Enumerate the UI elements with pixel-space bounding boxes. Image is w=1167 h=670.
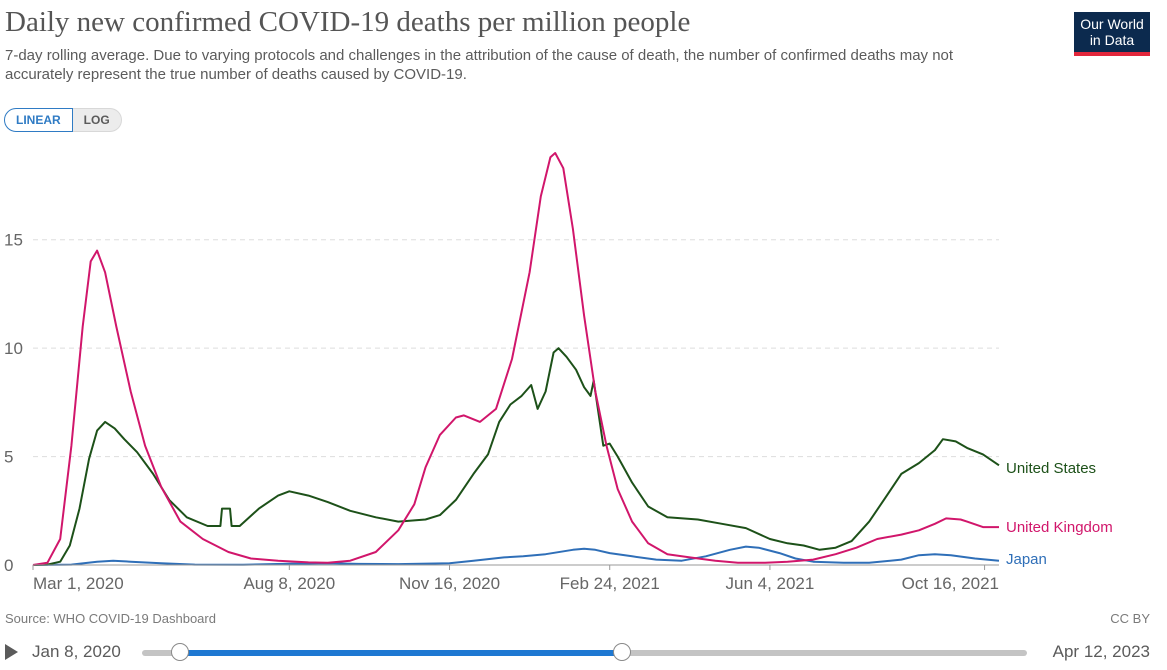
logo-line-1: Our World bbox=[1080, 16, 1144, 32]
timeline-end-label: Apr 12, 2023 bbox=[1052, 642, 1150, 661]
timeline-end-handle[interactable] bbox=[613, 643, 631, 661]
axes: 0 5 10 15 Mar 1, 2020 Aug 8, 2020 Nov 16, 2020… bbox=[4, 231, 999, 593]
series-line-united-kingdom[interactable] bbox=[32, 152, 999, 566]
source-note: Source: WHO COVID-19 Dashboard bbox=[5, 611, 216, 626]
license-link[interactable]: CC BY bbox=[1110, 611, 1150, 626]
owid-logo[interactable]: Our World in Data bbox=[1074, 12, 1150, 56]
x-tick-label: Nov 16, 2020 bbox=[399, 574, 500, 593]
chart-title: Daily new confirmed COVID-19 deaths per … bbox=[5, 6, 691, 38]
series-label-united-kingdom[interactable]: United Kingdom bbox=[1006, 519, 1113, 536]
x-tick-label: Mar 1, 2020 bbox=[33, 574, 124, 593]
line-chart: 0 5 10 15 Mar 1, 2020 Aug 8, 2020 Nov 16, 2020… bbox=[4, 152, 1113, 593]
linear-scale-button[interactable]: LINEAR bbox=[4, 108, 73, 132]
timeline-start-label: Jan 8, 2020 bbox=[32, 642, 121, 661]
y-tick-label: 15 bbox=[4, 231, 23, 250]
scale-toggle: LINEAR LOG bbox=[4, 108, 122, 132]
y-tick-label: 0 bbox=[4, 556, 13, 575]
series-label-united-states[interactable]: United States bbox=[1006, 460, 1096, 477]
logo-line-2: in Data bbox=[1089, 32, 1135, 48]
chart-subtitle: 7-day rolling average. Due to varying pr… bbox=[5, 47, 954, 83]
y-tick-label: 5 bbox=[4, 448, 13, 467]
play-icon[interactable] bbox=[5, 644, 18, 660]
series-labels: United States United Kingdom Japan bbox=[1006, 460, 1113, 568]
series-label-japan[interactable]: Japan bbox=[1006, 551, 1047, 568]
log-scale-button[interactable]: LOG bbox=[72, 108, 122, 132]
x-tick-label: Jun 4, 2021 bbox=[725, 574, 814, 593]
timeline-selected-range bbox=[180, 650, 622, 656]
timeline-slider: Jan 8, 2020 Apr 12, 2023 bbox=[0, 636, 1167, 670]
x-tick-label: Oct 16, 2021 bbox=[902, 574, 999, 593]
x-tick-label: Feb 24, 2021 bbox=[560, 574, 660, 593]
gridlines bbox=[33, 239, 999, 458]
x-tick-label: Aug 8, 2020 bbox=[243, 574, 335, 593]
timeline-start-handle[interactable] bbox=[171, 643, 189, 661]
series-lines bbox=[32, 152, 1000, 566]
y-tick-label: 10 bbox=[4, 339, 23, 358]
